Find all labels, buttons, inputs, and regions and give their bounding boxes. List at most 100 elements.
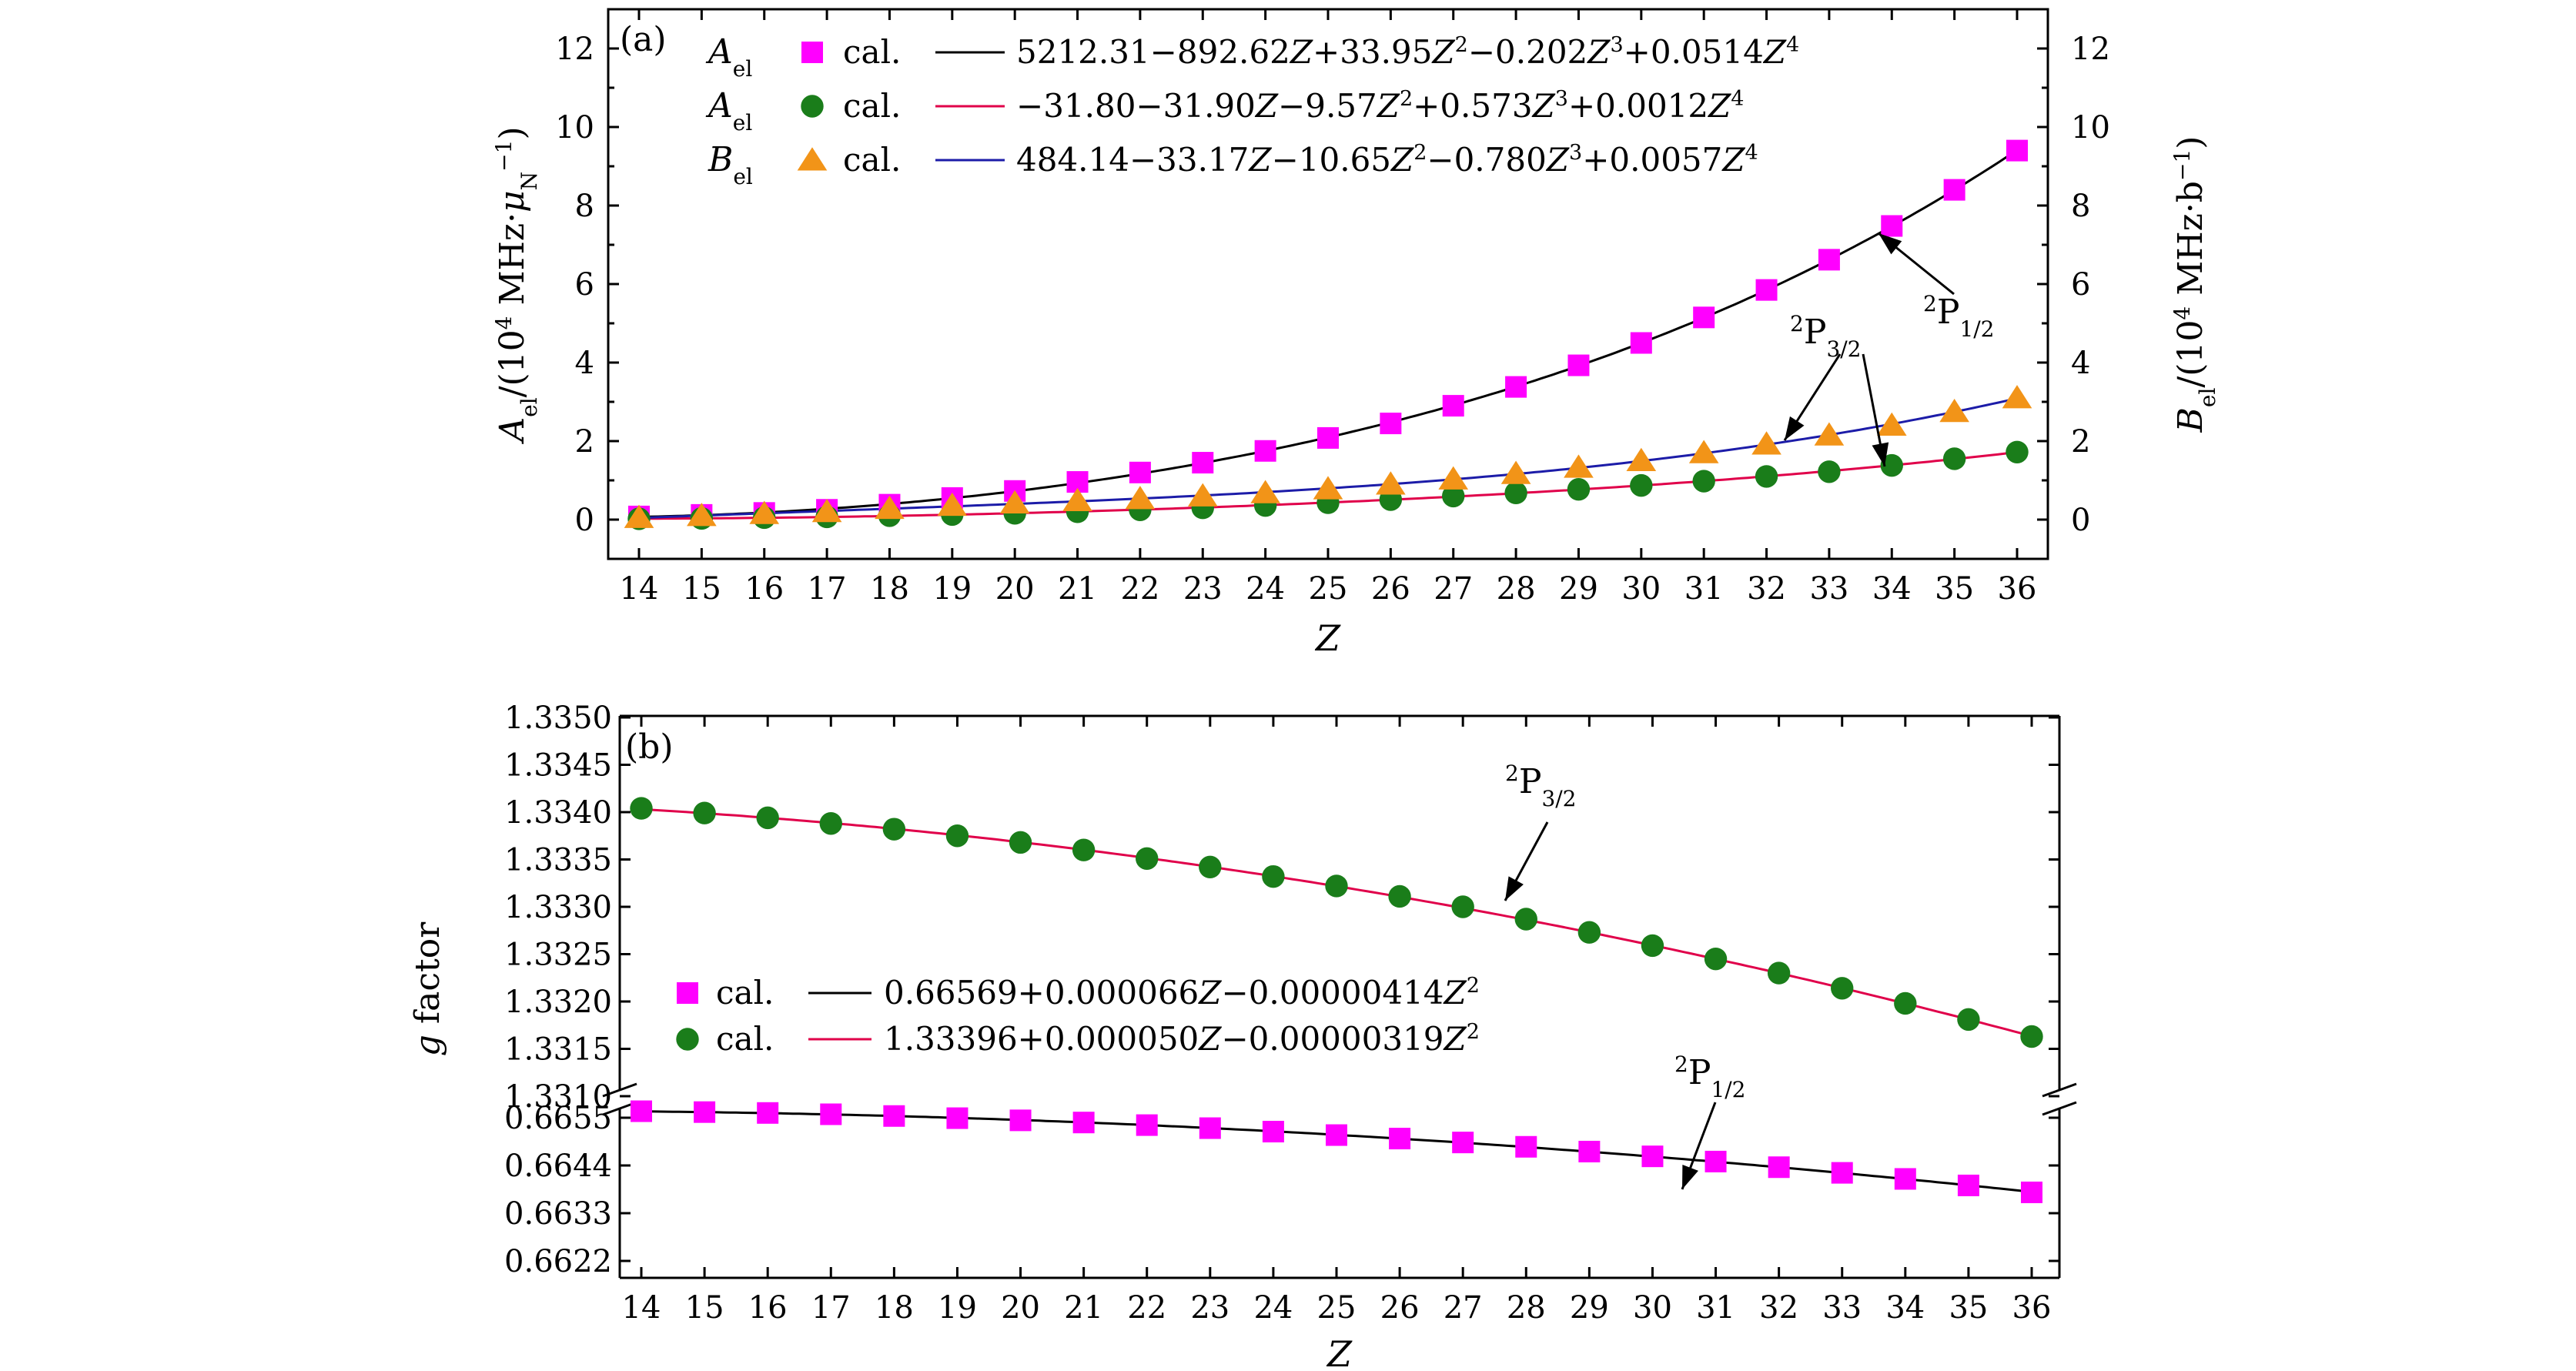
data-point-s0-17 [820, 1103, 842, 1125]
y-tick-label-left: 10 [555, 110, 594, 145]
data-point-s1-36 [2020, 1025, 2043, 1048]
legend-cal-1: cal. [716, 1020, 774, 1058]
data-point-s1-36 [2006, 440, 2029, 463]
x-axis-label: Z [1314, 617, 1341, 659]
x-tick-label: 29 [1559, 571, 1598, 607]
data-point-s0-33 [1831, 1162, 1853, 1184]
data-point-s1-22 [1136, 847, 1159, 870]
y-axis-label-right: Bel/(104 MHz·b−1) [2170, 136, 2220, 433]
y-tick-label-right: 8 [2071, 189, 2090, 224]
y-tick-label-upper: 1.3310 [504, 1079, 612, 1115]
x-tick-label: 29 [1570, 1290, 1609, 1326]
x-tick-label: 14 [622, 1290, 661, 1326]
x-tick-label: 20 [1001, 1290, 1040, 1326]
x-tick-label: 22 [1120, 571, 1159, 607]
data-point-s2-21 [1062, 487, 1092, 511]
annotation-2P32: 2P3/2 [1790, 311, 1862, 362]
x-tick-label: 30 [1633, 1290, 1672, 1326]
x-tick-label: 20 [995, 571, 1035, 607]
data-point-s2-24 [1250, 480, 1280, 503]
x-tick-label: 21 [1064, 1290, 1103, 1326]
data-point-s1-34 [1880, 453, 1903, 477]
data-point-s0-36 [2006, 139, 2028, 162]
data-point-s0-31 [1705, 1150, 1727, 1172]
data-point-s1-19 [945, 824, 969, 848]
annotation-2P32: 2P3/2 [1505, 761, 1577, 811]
y-tick-label-right: 10 [2071, 110, 2110, 145]
data-point-s0-36 [2021, 1181, 2042, 1203]
data-point-s2-26 [1376, 471, 1406, 495]
x-tick-label: 36 [2012, 1290, 2052, 1326]
data-point-s0-20 [1009, 1109, 1032, 1132]
y-tick-label-right: 12 [2071, 32, 2110, 67]
x-tick-label: 15 [685, 1290, 724, 1326]
x-tick-label: 16 [748, 1290, 788, 1326]
data-point-s1-30 [1641, 934, 1664, 958]
data-point-s2-29 [1564, 454, 1594, 478]
arrow-2P32-b [1783, 353, 1842, 441]
data-point-s1-29 [1567, 478, 1591, 501]
x-tick-label: 33 [1822, 1290, 1862, 1326]
data-point-s2-20 [999, 490, 1030, 514]
x-tick-label: 18 [870, 571, 909, 607]
x-tick-label: 34 [1885, 1290, 1925, 1326]
y-tick-label-upper: 1.3315 [504, 1032, 612, 1068]
data-point-s1-32 [1755, 465, 1778, 488]
data-point-s0-32 [1768, 1156, 1790, 1179]
x-tick-label: 26 [1371, 571, 1410, 607]
panel-label-b: (b) [625, 727, 674, 767]
data-point-s0-24 [1254, 440, 1276, 462]
x-axis-label: Z [1326, 1333, 1353, 1371]
y-tick-label-upper: 1.3340 [504, 795, 612, 831]
data-point-s1-27 [1442, 484, 1465, 508]
data-point-s2-31 [1688, 440, 1719, 463]
data-point-s1-20 [1009, 831, 1032, 854]
y-tick-label-lower: 0.6633 [504, 1196, 612, 1232]
legend-fit-1: −31.80−31.90Z−9.57Z2+0.573Z3+0.0012Z4 [1016, 87, 1744, 125]
data-point-s2-30 [1626, 447, 1657, 471]
data-point-s1-30 [1630, 473, 1653, 497]
x-tick-label: 31 [1684, 571, 1724, 607]
x-tick-label: 15 [682, 571, 721, 607]
arrow-2P12 [1681, 1102, 1717, 1190]
axis-break-mark-1-a [2042, 1082, 2077, 1098]
data-point-s2-19 [937, 492, 968, 517]
y-axis-label: g factor [408, 921, 447, 1056]
data-point-s2-14 [624, 504, 654, 528]
data-point-s1-34 [1894, 991, 1917, 1015]
y-tick-label-upper: 1.3350 [504, 701, 612, 736]
axis-break-mark-1-b [2042, 1101, 2077, 1116]
data-point-s0-25 [1317, 426, 1339, 449]
legend-fit-0: 0.66569+0.000066Z−0.00000414Z2 [884, 974, 1480, 1012]
data-point-s2-17 [811, 499, 842, 523]
x-tick-label: 27 [1434, 571, 1473, 607]
data-point-s0-34 [1894, 1168, 1916, 1190]
data-point-s0-31 [1693, 306, 1715, 329]
legend-marker-1 [676, 1028, 699, 1051]
data-point-s1-35 [1957, 1008, 1980, 1032]
fit-line-0 [641, 1110, 2032, 1193]
data-point-s1-27 [1451, 895, 1474, 918]
x-tick-label: 18 [875, 1290, 914, 1326]
data-point-s2-28 [1500, 460, 1531, 484]
data-point-s2-35 [1939, 398, 1969, 423]
data-point-s0-28 [1505, 376, 1527, 398]
data-point-s0-30 [1630, 332, 1652, 354]
arrow-2P32 [1504, 821, 1549, 901]
data-point-s0-34 [1881, 215, 1903, 237]
data-point-s1-28 [1504, 481, 1527, 505]
legend-name-2: Bel [708, 140, 753, 189]
y-tick-label-upper: 1.3330 [504, 890, 612, 925]
data-point-s2-23 [1187, 483, 1218, 507]
panel-label-a: (a) [620, 20, 667, 59]
x-tick-label: 28 [1507, 1290, 1546, 1326]
data-point-s0-27 [1452, 1132, 1474, 1154]
data-point-s1-21 [1072, 838, 1096, 861]
data-point-s1-33 [1831, 977, 1854, 1000]
x-tick-label: 28 [1497, 571, 1536, 607]
data-point-s2-15 [687, 503, 717, 527]
data-point-s0-26 [1389, 1128, 1411, 1150]
x-tick-label: 32 [1747, 571, 1786, 607]
data-point-s0-14 [631, 1100, 652, 1122]
data-point-s0-35 [1943, 179, 1965, 201]
